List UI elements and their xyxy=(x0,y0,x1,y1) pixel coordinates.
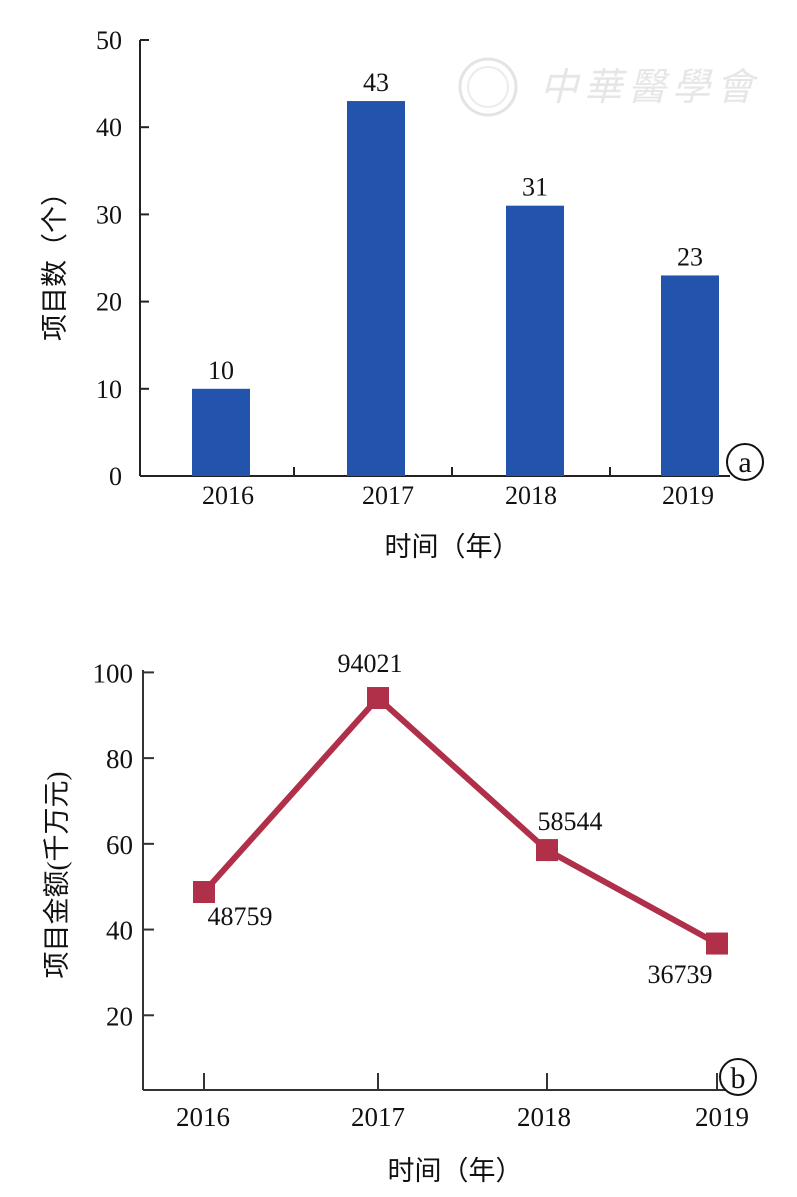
data-label: 58544 xyxy=(538,807,603,836)
x-tick-label: 2019 xyxy=(662,481,714,510)
x-axis-title: 时间（年） xyxy=(385,532,520,562)
marker-2016 xyxy=(193,881,215,904)
x-tick-label: 2017 xyxy=(351,1102,405,1132)
watermark: 中華醫學會 xyxy=(458,57,760,117)
watermark-text: 中華醫學會 xyxy=(540,65,760,109)
series-line xyxy=(201,695,719,947)
data-label: 10 xyxy=(208,356,234,385)
bar-2016 xyxy=(192,388,250,476)
panel-label-circle xyxy=(719,1058,757,1096)
data-label: 31 xyxy=(522,173,548,202)
y-tick-label: 0 xyxy=(109,462,122,491)
y-tick-label: 20 xyxy=(106,1001,133,1031)
marker-2018 xyxy=(536,839,558,862)
x-tick-label: 2018 xyxy=(505,481,557,510)
bar-2017 xyxy=(347,101,405,476)
x-tick-label: 2016 xyxy=(202,481,254,510)
panel-label: b xyxy=(731,1062,746,1095)
panel-label: a xyxy=(738,446,751,479)
x-axis-title: 时间（年） xyxy=(388,1156,523,1186)
y-axis-title: 项目数（个） xyxy=(40,179,70,341)
y-tick-label: 50 xyxy=(96,26,122,55)
y-tick-label: 100 xyxy=(93,658,134,688)
y-tick-label: 20 xyxy=(96,288,122,317)
marker-2019 xyxy=(706,932,728,955)
y-tick-label: 40 xyxy=(106,916,133,946)
bar-2019 xyxy=(661,275,719,476)
y-tick-label: 10 xyxy=(96,375,122,404)
chart-b: 20 40 60 80 100 48759 2016 94021 2017 58544 2018 36… xyxy=(42,649,757,1186)
x-tick-label: 2017 xyxy=(362,481,414,510)
data-label: 43 xyxy=(363,68,389,97)
y-axis-title: 项目金额(千万元) xyxy=(42,772,72,979)
y-tick-label: 60 xyxy=(106,830,133,860)
y-tick-label: 80 xyxy=(106,744,133,774)
x-tick-label: 2018 xyxy=(517,1102,571,1132)
chart-a: 0 10 20 30 40 50 10 2016 43 2017 31 2018 23 2019 时间（年）… xyxy=(40,26,764,562)
panel-label-circle xyxy=(726,443,764,481)
marker-2017 xyxy=(367,687,389,710)
data-label: 48759 xyxy=(208,902,273,931)
y-tick-label: 30 xyxy=(96,200,122,229)
data-label: 36739 xyxy=(648,960,713,989)
data-label: 94021 xyxy=(338,649,403,678)
data-label: 23 xyxy=(677,242,703,271)
x-tick-label: 2016 xyxy=(176,1102,230,1132)
x-tick-label: 2019 xyxy=(695,1102,749,1132)
bar-2018 xyxy=(506,205,564,476)
y-tick-label: 40 xyxy=(96,113,122,142)
